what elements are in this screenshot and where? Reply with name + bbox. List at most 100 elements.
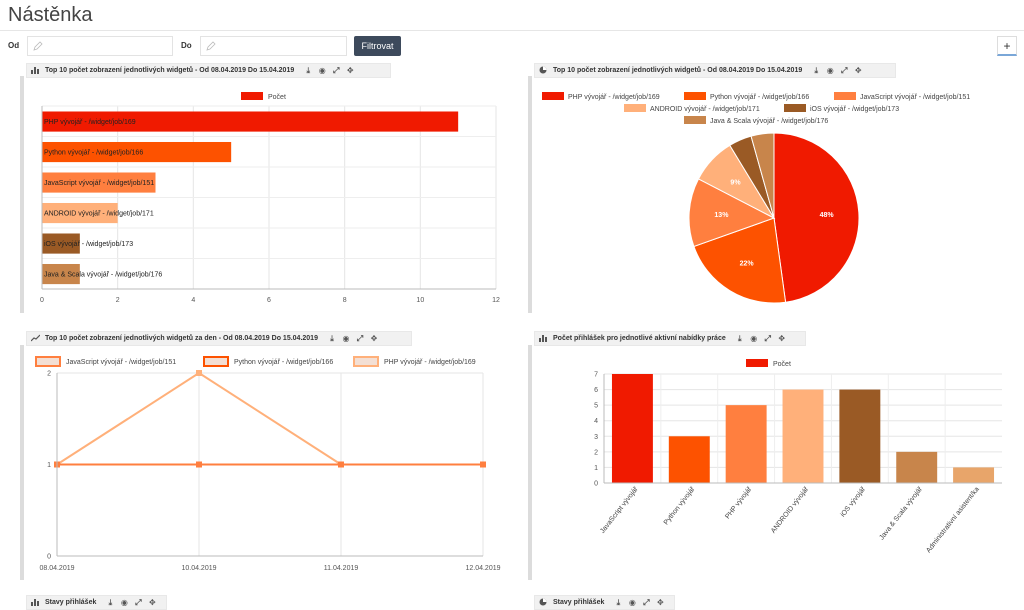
horizontal-bar-chart: Počet 0 2 4 6 8 10 12 PHP vývojář - /widget/job/… [24,76,520,313]
line-chart: JavaScript vývojář - /widget/job/151 Pyth… [24,345,520,580]
pie-percent-label: 13% [714,212,729,219]
legend-label: PHP vývojář - /widget/job/169 [384,359,476,366]
expand-icon[interactable]: ⤢ [135,597,142,607]
eye-icon[interactable]: ◉ [120,597,128,607]
pie-chart: PHP vývojář - /widget/job/169 Python vývo… [532,76,1024,313]
panel-title: Stavy přihlášek [45,599,97,606]
x-tick-label: 12.04.2019 [465,565,500,572]
expand-icon[interactable]: ⤢ [764,333,771,343]
panel-toolbar: ⤓ ◉ ⤢ ✥ [324,332,380,345]
bar [611,374,653,483]
x-tick-label: 12 [492,297,500,304]
x-tick-label: 4 [191,297,195,304]
panel-header-bar-top10: Top 10 počet zobrazení jednotlivých widg… [26,63,391,78]
legend-label: Python vývojář - /widget/job/166 [234,359,333,366]
legend-label: iOS vývojář - /widget/job/173 [810,106,899,113]
bar-chart-icon [31,67,39,75]
move-icon[interactable]: ✥ [370,333,378,343]
pie-slice [773,132,860,303]
legend-swatch [834,92,856,100]
y-tick-label: 6 [594,387,598,394]
legend-swatch [353,356,379,367]
legend-swatch [542,92,564,100]
y-tick-label: 1 [47,462,51,469]
eye-icon[interactable]: ◉ [750,333,758,343]
legend-label: PHP vývojář - /widget/job/169 [568,94,660,101]
download-icon[interactable]: ⤓ [108,597,113,607]
eye-icon[interactable]: ◉ [826,65,834,75]
bar [782,389,824,483]
expand-icon[interactable]: ⤢ [643,597,650,607]
bar [42,202,118,224]
bar [42,141,232,163]
panel-title: Top 10 počet zobrazení jednotlivých widg… [45,335,318,342]
y-tick-label: 3 [594,434,598,441]
expand-icon[interactable]: ⤢ [841,65,848,75]
add-widget-button[interactable]: + [997,36,1017,56]
x-tick-label: 2 [116,297,120,304]
line-chart-icon [31,334,40,342]
y-tick-label: 5 [594,403,598,410]
download-icon[interactable]: ⤓ [737,333,742,343]
pie-slice [688,178,776,248]
pencil-icon [33,41,43,51]
panel-header-bar-applications: Počet přihlášek pro jednotlivé aktivní n… [534,331,806,346]
y-tick-label: 2 [594,449,598,456]
panel-header-pie-top10: Top 10 počet zobrazení jednotlivých widg… [534,63,896,78]
legend-label: Java & Scala vývojář - /widget/job/176 [710,118,828,125]
to-label: Do [181,41,192,50]
download-icon[interactable]: ⤓ [616,597,621,607]
title-divider [0,30,1024,31]
panel-header-states-right: Stavy přihlášek ⤓ ◉ ⤢ ✥ [534,595,675,610]
bar-category-label: JavaScript vývojář - /widget/job/151 [44,180,154,187]
filter-button[interactable]: Filtrovat [354,36,401,56]
panel-toolbar: ⤓ ◉ ⤢ ✥ [300,64,356,77]
bar [42,172,156,193]
panel-header-states-left: Stavy přihlášek ⤓ ◉ ⤢ ✥ [26,595,167,610]
expand-icon[interactable]: ⤢ [356,333,364,343]
bar [42,233,80,254]
data-point [338,461,344,468]
data-point [196,461,202,468]
panel-title: Počet přihlášek pro jednotlivé aktivní n… [553,335,726,342]
move-icon[interactable]: ✥ [854,65,862,75]
download-icon[interactable]: ⤓ [306,65,310,75]
legend-swatch [203,356,229,367]
panel-toolbar: ⤓ ◉ ⤢ ✥ [732,332,788,345]
panel-title: Top 10 počet zobrazení jednotlivých widg… [553,67,803,74]
pie-chart-icon [539,66,547,74]
download-icon[interactable]: ⤓ [330,333,334,343]
x-tick-label: 08.04.2019 [39,565,74,572]
expand-icon[interactable]: ⤢ [333,65,340,75]
bar-category-label: PHP vývojář - /widget/job/169 [44,119,136,126]
x-tick-label: 10.04.2019 [181,565,216,572]
eye-icon[interactable]: ◉ [342,333,350,343]
to-date-input[interactable] [200,36,347,56]
move-icon[interactable]: ✥ [657,597,664,607]
move-icon[interactable]: ✥ [149,597,156,607]
move-icon[interactable]: ✥ [778,333,786,343]
bar-category-label: ANDROID vývojář - /widget/job/171 [44,211,154,218]
chart-background [532,345,1024,580]
legend-label: JavaScript vývojář - /widget/job/151 [860,94,970,101]
move-icon[interactable]: ✥ [346,65,354,75]
bar-chart-icon [31,599,39,607]
panel-bar-top10: Počet 0 2 4 6 8 10 12 PHP vývojář - /widget/job/… [20,76,520,313]
bar [42,111,459,132]
legend-swatch [35,356,61,367]
x-tick-label: 11.04.2019 [324,565,359,572]
eye-icon[interactable]: ◉ [318,65,326,75]
pie-slice [750,132,775,219]
panel-toolbar: ⤓ ◉ ⤢ ✥ [102,596,158,609]
download-icon[interactable]: ⤓ [814,65,818,75]
chart-background [24,345,520,580]
from-date-input[interactable] [27,36,173,56]
x-tick-label: 10 [416,297,424,304]
panel-line-daily: JavaScript vývojář - /widget/job/151 Pyth… [20,345,520,580]
bar [668,436,710,483]
bar [725,405,767,483]
panel-toolbar: ⤓ ◉ ⤢ ✥ [808,64,864,77]
eye-icon[interactable]: ◉ [628,597,636,607]
panel-pie-top10: PHP vývojář - /widget/job/169 Python vývo… [528,76,1024,313]
legend-label: Python vývojář - /widget/job/166 [710,94,809,101]
